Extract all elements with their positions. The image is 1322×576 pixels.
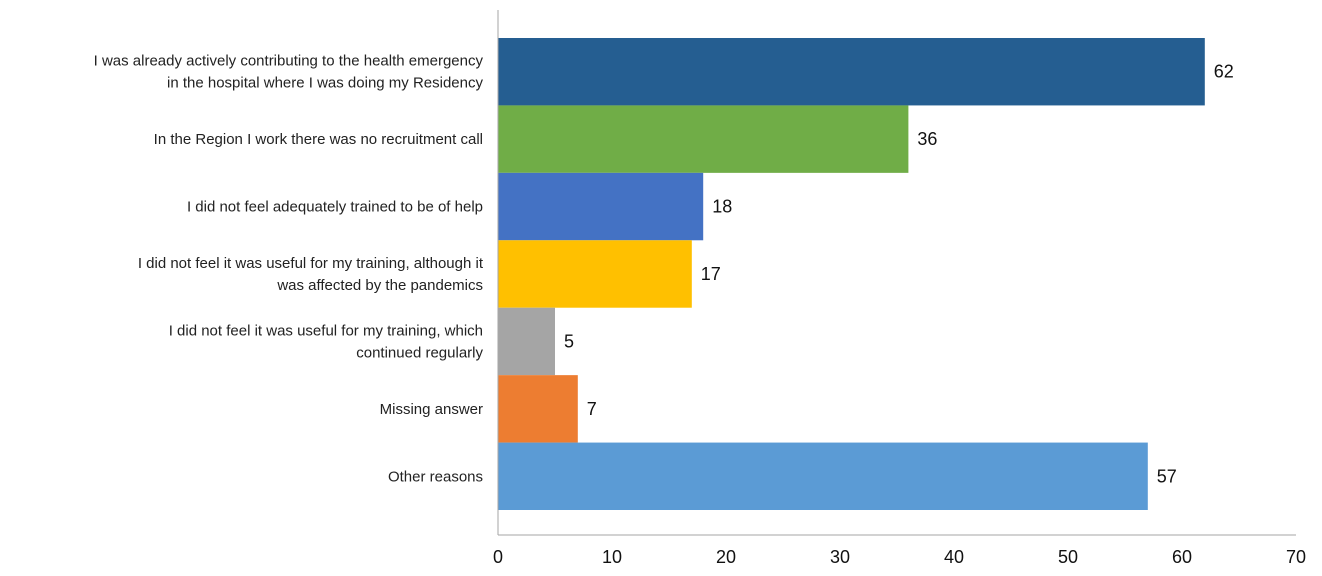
category-label-2: In the Region I work there was no recrui… bbox=[154, 131, 483, 148]
data-label-6: 7 bbox=[587, 399, 597, 419]
category-label-line: In the Region I work there was no recrui… bbox=[154, 131, 483, 148]
category-label-6: Missing answer bbox=[380, 401, 483, 418]
x-tick-label-50: 50 bbox=[1058, 547, 1078, 567]
axes bbox=[497, 10, 1296, 536]
x-tick-label-10: 10 bbox=[602, 547, 622, 567]
bars bbox=[498, 38, 1205, 510]
category-label-4: I did not feel it was useful for my trai… bbox=[138, 255, 484, 294]
data-label-7: 57 bbox=[1157, 466, 1177, 486]
category-label-7: Other reasons bbox=[388, 468, 483, 485]
data-label-2: 36 bbox=[917, 129, 937, 149]
x-tick-label-20: 20 bbox=[716, 547, 736, 567]
bar-6 bbox=[498, 375, 578, 443]
category-label-line: I did not feel it was useful for my trai… bbox=[138, 255, 484, 272]
x-tick-label-30: 30 bbox=[830, 547, 850, 567]
bar-2 bbox=[498, 105, 909, 173]
category-labels: I was already actively contributing to t… bbox=[94, 53, 484, 486]
category-label-5: I did not feel it was useful for my trai… bbox=[169, 322, 484, 361]
data-label-3: 18 bbox=[712, 197, 732, 217]
bar-7 bbox=[498, 442, 1148, 510]
x-tick-labels: 0 10 20 30 40 50 60 70 bbox=[493, 547, 1306, 567]
category-label-line: I did not feel adequately trained to be … bbox=[187, 199, 483, 216]
category-label-line: continued regularly bbox=[356, 344, 483, 361]
category-label-1: I was already actively contributing to t… bbox=[94, 53, 484, 92]
bar-3 bbox=[498, 172, 704, 241]
category-label-line: in the hospital where I was doing my Res… bbox=[167, 75, 483, 92]
x-tick-label-40: 40 bbox=[944, 547, 964, 567]
x-tick-label-60: 60 bbox=[1172, 547, 1192, 567]
bar-5 bbox=[498, 307, 555, 376]
data-label-5: 5 bbox=[564, 331, 574, 351]
data-label-4: 17 bbox=[701, 264, 721, 284]
category-label-3: I did not feel adequately trained to be … bbox=[187, 199, 483, 216]
x-tick-label-70: 70 bbox=[1286, 547, 1306, 567]
category-label-line: Other reasons bbox=[388, 468, 483, 485]
category-label-line: Missing answer bbox=[380, 401, 483, 418]
category-label-line: I was already actively contributing to t… bbox=[94, 53, 484, 70]
data-label-1: 62 bbox=[1214, 62, 1234, 82]
bar-1 bbox=[498, 38, 1205, 106]
category-label-line: was affected by the pandemics bbox=[276, 277, 483, 294]
category-label-line: I did not feel it was useful for my trai… bbox=[169, 322, 483, 339]
bar-4 bbox=[498, 240, 692, 308]
x-tick-label-0: 0 bbox=[493, 547, 503, 567]
